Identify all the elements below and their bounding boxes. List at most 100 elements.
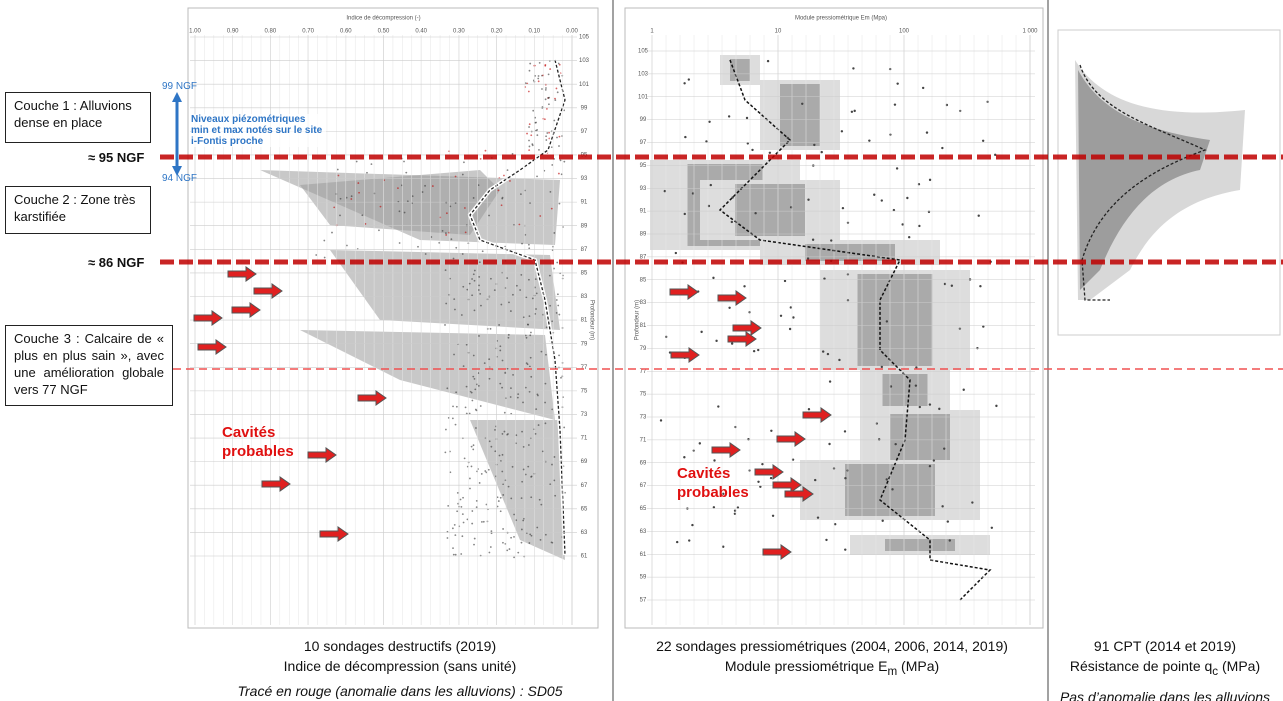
dot	[455, 247, 457, 249]
dot	[753, 350, 755, 352]
dot	[526, 133, 528, 135]
dot	[494, 450, 496, 452]
dot	[513, 557, 515, 559]
dot	[506, 277, 508, 279]
dot	[556, 88, 558, 90]
dot	[529, 533, 531, 535]
dot	[868, 139, 870, 141]
dot	[489, 552, 491, 554]
dot	[743, 285, 745, 287]
dot	[548, 73, 550, 75]
dot	[474, 270, 476, 272]
dot	[929, 179, 931, 181]
dot	[521, 497, 523, 499]
dot	[556, 137, 558, 139]
side-tick-label: 81	[640, 323, 647, 329]
dot	[926, 131, 928, 133]
dot	[504, 412, 506, 414]
layer-box: Couche 3 : Calcaire de « plus en plus sa…	[5, 325, 173, 406]
dot	[452, 417, 454, 419]
top-tick-label: 0.50	[378, 29, 390, 35]
side-tick-label: 63	[640, 529, 647, 535]
dot	[518, 224, 520, 226]
dot	[767, 60, 769, 62]
dot	[539, 62, 541, 64]
dot	[563, 161, 565, 163]
dot	[519, 289, 521, 291]
dot	[508, 486, 510, 488]
dot	[710, 184, 712, 186]
dot	[929, 465, 931, 467]
dot	[827, 353, 829, 355]
dot	[532, 110, 534, 112]
dot	[557, 305, 559, 307]
top-tick-label: 0.60	[340, 29, 352, 35]
dot	[544, 65, 546, 67]
dot	[323, 240, 325, 242]
dot	[452, 547, 454, 549]
dot	[472, 376, 474, 378]
dot	[432, 185, 434, 187]
dot	[471, 466, 473, 468]
dot	[494, 429, 496, 431]
dot	[523, 316, 525, 318]
dot	[881, 520, 883, 522]
dot	[510, 387, 512, 389]
dot	[530, 376, 532, 378]
dot	[700, 331, 702, 333]
dot	[544, 402, 546, 404]
dot	[478, 385, 480, 387]
dot	[545, 422, 547, 424]
dot	[540, 504, 542, 506]
dot	[545, 89, 547, 91]
dot	[474, 378, 476, 380]
layer-box: Couche 1 : Alluvions dense en place	[5, 92, 151, 143]
dot	[466, 344, 468, 346]
dot	[538, 80, 540, 82]
dot	[551, 408, 553, 410]
dot	[929, 403, 931, 405]
dot	[545, 534, 547, 536]
dot	[554, 456, 556, 458]
dot	[748, 311, 750, 313]
dot	[380, 206, 382, 208]
dot	[532, 144, 534, 146]
side-tick-label: 81	[581, 318, 588, 324]
caption-line: Indice de décompression (sans unité)	[180, 656, 620, 676]
dot	[559, 203, 561, 205]
dot	[484, 362, 486, 364]
dot	[556, 312, 558, 314]
dot	[508, 301, 510, 303]
dot	[498, 189, 500, 191]
dot	[558, 145, 560, 147]
dot	[551, 464, 553, 466]
dot	[683, 456, 685, 458]
dot	[501, 471, 503, 473]
dot	[507, 368, 509, 370]
dot	[557, 293, 559, 295]
dot	[546, 132, 548, 134]
dot	[542, 450, 544, 452]
dot	[337, 169, 339, 171]
dot	[536, 134, 538, 136]
side-tick-label: 67	[581, 483, 588, 489]
dot	[530, 357, 532, 359]
dot	[460, 506, 462, 508]
top-tick-label: 0.40	[415, 29, 427, 35]
top-tick-label: 100	[899, 29, 910, 35]
dot	[338, 175, 340, 177]
side-tick-label: 87	[581, 247, 588, 253]
dot	[995, 405, 997, 407]
dot	[475, 427, 477, 429]
top-tick-label: 0.10	[528, 29, 540, 35]
dot	[469, 413, 471, 415]
dot	[500, 510, 502, 512]
dot	[528, 244, 530, 246]
dot	[789, 328, 791, 330]
axis-title: Module pressiométrique Em (Mpa)	[795, 16, 887, 22]
dot	[521, 542, 523, 544]
axis-title: Indice de décompression (-)	[346, 16, 420, 22]
side-tick-label: 99	[640, 117, 647, 123]
side-tick-label: 65	[640, 506, 647, 512]
